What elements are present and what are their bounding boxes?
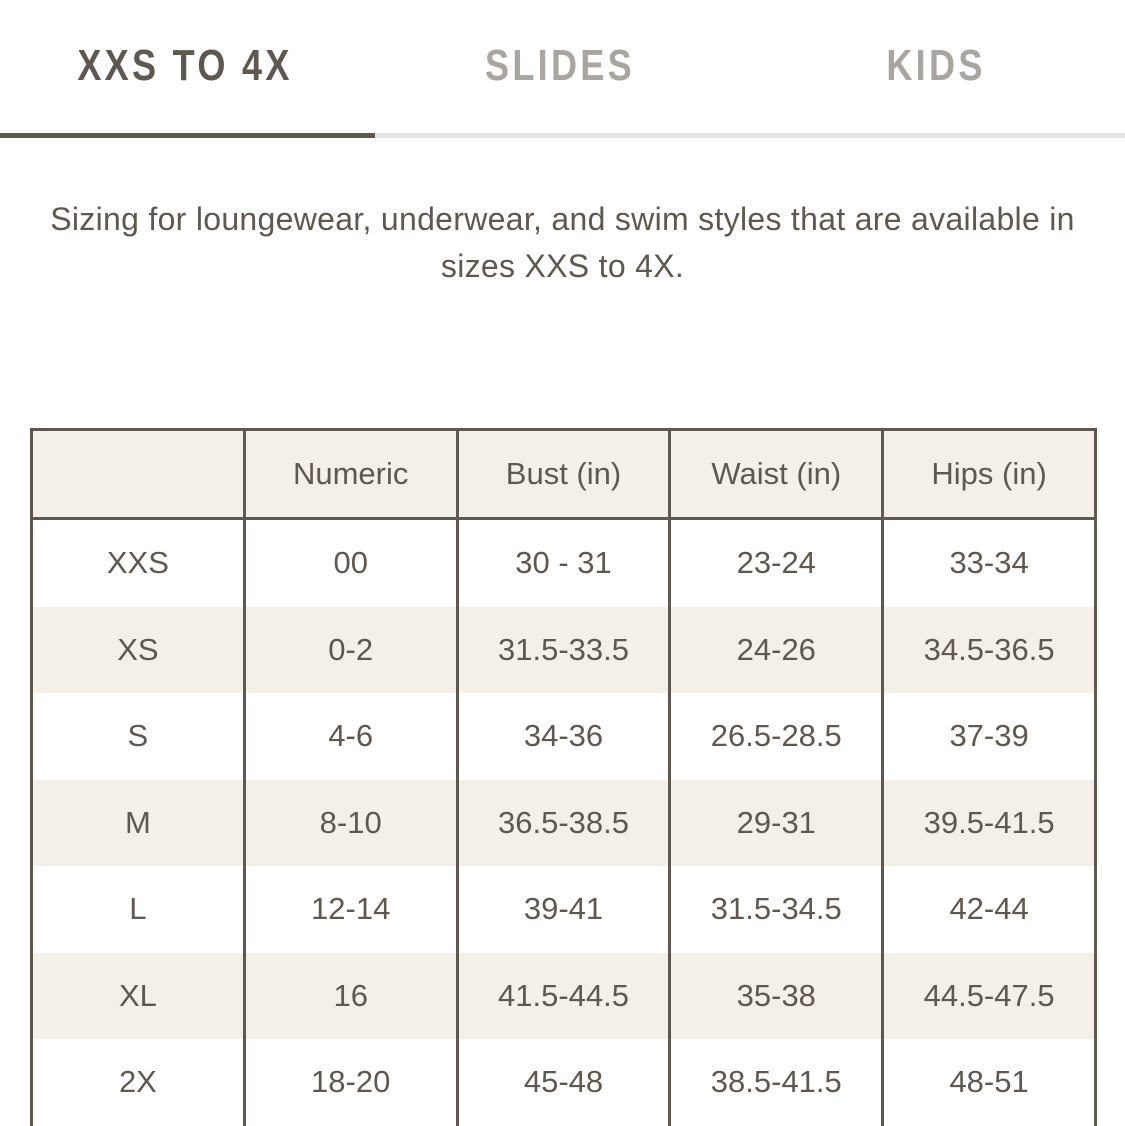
table-cell: 41.5-44.5 <box>455 952 672 1039</box>
table-row: XL 16 41.5-44.5 35-38 44.5-47.5 <box>30 952 1097 1039</box>
table-cell: 44.5-47.5 <box>881 952 1097 1039</box>
size-label-cell: XL <box>30 952 246 1039</box>
table-cell: 48-51 <box>881 1039 1097 1126</box>
column-header: Hips (in) <box>881 428 1097 520</box>
table-cell: 39-41 <box>455 866 672 953</box>
tab-xxs-to-4x[interactable]: XXS TO 4X <box>77 41 293 90</box>
table-row: L 12-14 39-41 31.5-34.5 42-44 <box>30 866 1097 953</box>
table-cell: 29-31 <box>668 779 885 866</box>
table-cell: 18-20 <box>242 1039 459 1126</box>
table-cell: 31.5-33.5 <box>455 606 672 693</box>
table-cell: 12-14 <box>242 866 459 953</box>
column-header: Bust (in) <box>455 428 672 520</box>
table-cell: 38.5-41.5 <box>668 1039 885 1126</box>
size-label-cell: S <box>30 693 246 780</box>
table-cell: 23-24 <box>668 518 885 607</box>
table-row: M 8-10 36.5-38.5 29-31 39.5-41.5 <box>30 779 1097 866</box>
table-cell: 37-39 <box>881 693 1097 780</box>
table-cell: 34-36 <box>455 693 672 780</box>
table-cell: 00 <box>242 518 459 607</box>
size-label-cell: XXS <box>30 518 246 607</box>
size-label-cell: L <box>30 866 246 953</box>
table-cell: 39.5-41.5 <box>881 779 1097 866</box>
table-row: S 4-6 34-36 26.5-28.5 37-39 <box>30 693 1097 780</box>
size-label-cell: M <box>30 779 246 866</box>
table-cell: 31.5-34.5 <box>668 866 885 953</box>
table-cell: 45-48 <box>455 1039 672 1126</box>
tab-track <box>0 133 1125 138</box>
size-label-cell: 2X <box>30 1039 246 1126</box>
table-cell: 42-44 <box>881 866 1097 953</box>
table-cell: 36.5-38.5 <box>455 779 672 866</box>
table-cell: 35-38 <box>668 952 885 1039</box>
table-row: XXS 00 30 - 31 23-24 33-34 <box>30 518 1097 607</box>
tab-slides[interactable]: SLIDES <box>484 41 635 90</box>
column-header <box>30 428 246 520</box>
table-cell: 26.5-28.5 <box>668 693 885 780</box>
column-header: Waist (in) <box>668 428 885 520</box>
active-tab-indicator <box>0 133 375 138</box>
table-header-row: Numeric Bust (in) Waist (in) Hips (in) <box>30 428 1097 520</box>
table-cell: 24-26 <box>668 606 885 693</box>
table-cell: 34.5-36.5 <box>881 606 1097 693</box>
table-cell: 16 <box>242 952 459 1039</box>
table-cell: 33-34 <box>881 518 1097 607</box>
size-description: Sizing for loungewear, underwear, and sw… <box>50 201 1075 284</box>
table-row: XS 0-2 31.5-33.5 24-26 34.5-36.5 <box>30 606 1097 693</box>
tab-kids[interactable]: KIDS <box>886 41 986 90</box>
table-cell: 0-2 <box>242 606 459 693</box>
size-chart-table: Numeric Bust (in) Waist (in) Hips (in) XXS 0… <box>30 428 1097 1126</box>
size-label-cell: XS <box>30 606 246 693</box>
table-cell: 30 - 31 <box>455 518 672 607</box>
table-row: 2X 18-20 45-48 38.5-41.5 48-51 <box>30 1039 1097 1126</box>
column-header: Numeric <box>242 428 459 520</box>
table-cell: 8-10 <box>242 779 459 866</box>
table-cell: 4-6 <box>242 693 459 780</box>
size-tabs: XXS TO 4X SLIDES KIDS <box>0 0 1125 139</box>
